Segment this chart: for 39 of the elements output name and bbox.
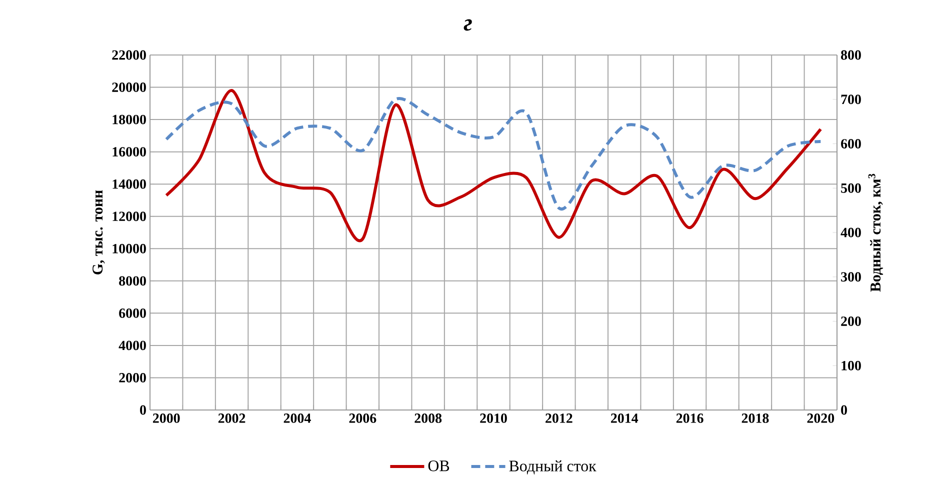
y-tick-label: 22000 [112,50,146,60]
x-tick-label: 2018 [742,414,769,423]
y-tick-label: 0 [140,405,146,415]
y2-tick-label: 300 [841,272,861,282]
y2-tick-label: 0 [841,405,847,415]
chart-title: г [464,19,472,31]
y-tick-label: 2000 [119,373,146,382]
y-tick-label: 6000 [119,308,146,318]
x-tick-label: 2002 [218,414,246,423]
x-tick-label: 2006 [349,414,376,423]
y-tick-label: 20000 [112,82,146,92]
x-tick-label: 2008 [414,414,442,423]
y-tick-label: 4000 [118,340,146,350]
x-tick-label: 2010 [480,414,507,423]
x-tick-label: 2020 [807,414,834,423]
x-tick-label: 2004 [284,414,311,423]
y2-tick-label: 400 [840,228,861,238]
y-tick-label: 8000 [119,276,146,286]
line-series [164,89,822,241]
y2-tick-label: 500 [841,183,861,193]
y2-tick-label: 100 [842,360,861,370]
y-tick-label: 16000 [112,147,146,157]
y-tick-label: 12000 [112,212,146,222]
x-tick-label: 2014 [610,414,638,423]
y2-tick-label: 800 [841,50,861,60]
legend-label: Водный сток [509,460,596,474]
y2-tick-label: 200 [841,316,861,326]
y-tick-label: 10000 [112,244,146,254]
y-tick-label: 18000 [112,114,146,124]
y2-tick-label: 600 [841,139,861,148]
legend-label: ОВ [428,460,450,472]
y2-axis-title: Водный сток, км$^{3}$ [868,174,884,292]
y-tick-label: 14000 [112,179,146,189]
y2-tick-label: 700 [841,94,861,104]
y-axis-title: G, тыс. тонн [92,190,105,274]
x-tick-label: 2000 [152,414,180,423]
x-tick-label: 2016 [676,414,704,423]
x-tick-label: 2012 [546,414,572,423]
line-series [164,97,822,210]
